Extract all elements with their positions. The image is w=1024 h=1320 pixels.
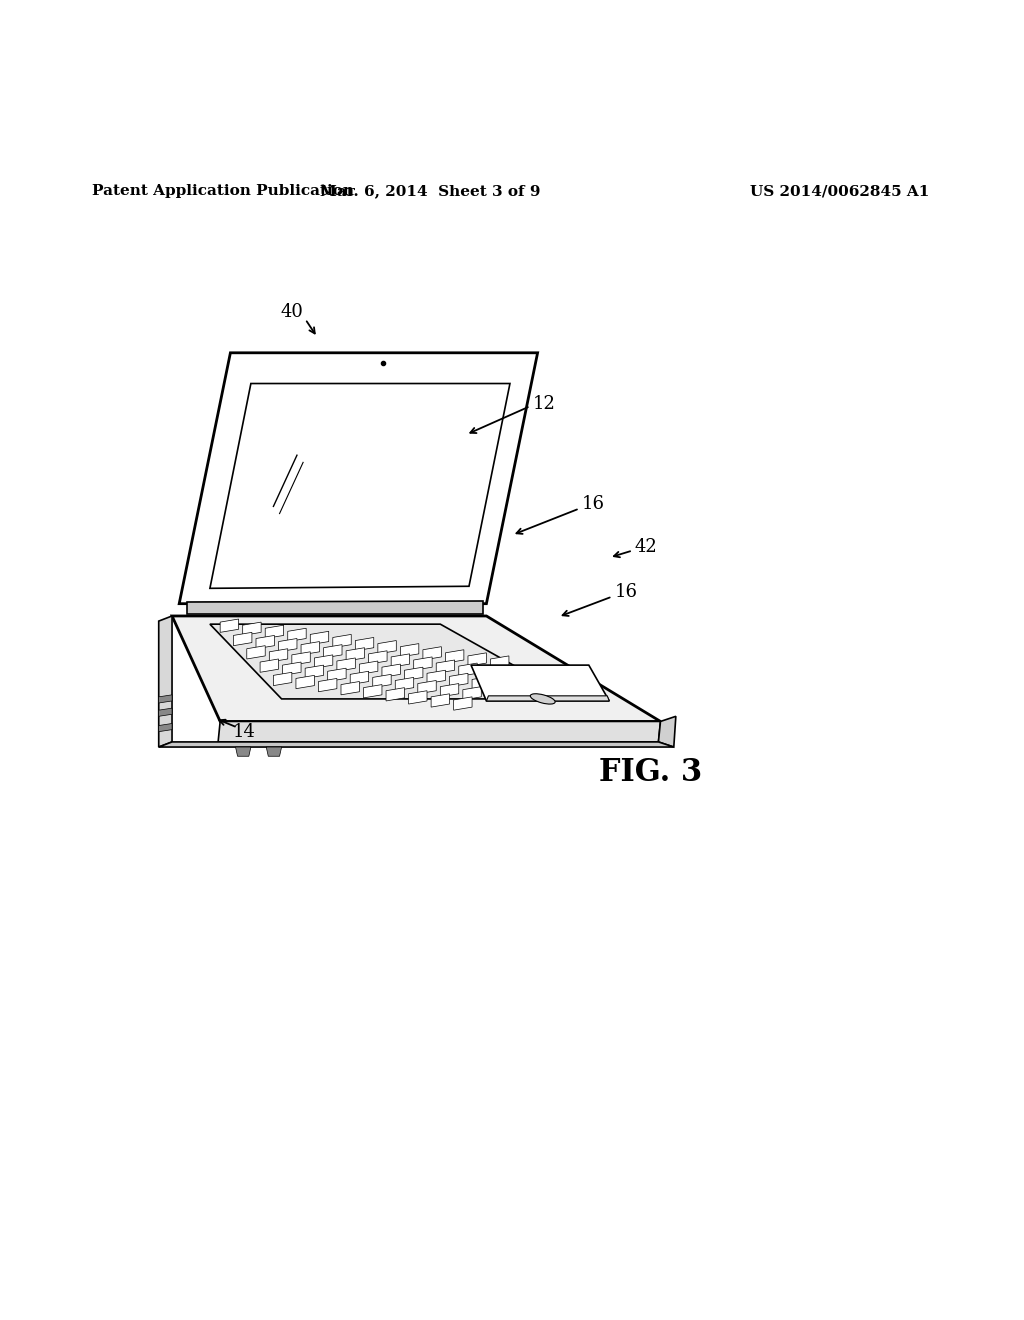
Text: Mar. 6, 2014  Sheet 3 of 9: Mar. 6, 2014 Sheet 3 of 9 — [319, 183, 541, 198]
Polygon shape — [159, 742, 674, 747]
Polygon shape — [296, 676, 314, 689]
Polygon shape — [305, 665, 324, 678]
Polygon shape — [292, 652, 310, 665]
Polygon shape — [159, 708, 172, 717]
Polygon shape — [486, 696, 609, 701]
Polygon shape — [260, 659, 279, 672]
Polygon shape — [454, 697, 472, 710]
Polygon shape — [346, 648, 365, 661]
Polygon shape — [314, 655, 333, 668]
Polygon shape — [359, 661, 378, 675]
Polygon shape — [400, 644, 419, 657]
Polygon shape — [450, 673, 468, 686]
Polygon shape — [159, 694, 172, 704]
Polygon shape — [288, 628, 306, 642]
Polygon shape — [220, 619, 239, 632]
Polygon shape — [472, 676, 490, 689]
Polygon shape — [369, 651, 387, 664]
Polygon shape — [364, 685, 382, 698]
Polygon shape — [266, 747, 282, 756]
Polygon shape — [386, 688, 404, 701]
Polygon shape — [279, 639, 297, 652]
Polygon shape — [404, 667, 423, 681]
Polygon shape — [187, 601, 483, 614]
Text: 16: 16 — [582, 495, 604, 513]
Text: 40: 40 — [281, 302, 303, 321]
Polygon shape — [355, 638, 374, 651]
Polygon shape — [324, 644, 342, 657]
Polygon shape — [233, 632, 252, 645]
Text: FIG. 3: FIG. 3 — [599, 758, 701, 788]
Polygon shape — [409, 690, 427, 704]
Polygon shape — [301, 642, 319, 655]
Polygon shape — [395, 677, 414, 690]
Polygon shape — [269, 648, 288, 663]
Polygon shape — [440, 684, 459, 697]
Text: 12: 12 — [532, 395, 555, 413]
Polygon shape — [471, 665, 609, 701]
Polygon shape — [159, 723, 172, 731]
Polygon shape — [445, 649, 464, 663]
Polygon shape — [658, 717, 676, 747]
Polygon shape — [427, 671, 445, 684]
Polygon shape — [328, 668, 346, 681]
Polygon shape — [218, 722, 660, 742]
Polygon shape — [350, 672, 369, 685]
Polygon shape — [273, 672, 292, 685]
Text: US 2014/0062845 A1: US 2014/0062845 A1 — [750, 183, 930, 198]
Polygon shape — [459, 663, 477, 676]
Polygon shape — [418, 681, 436, 694]
Polygon shape — [481, 667, 500, 680]
Polygon shape — [283, 663, 301, 676]
Text: 14: 14 — [232, 722, 255, 741]
Polygon shape — [265, 626, 284, 639]
Polygon shape — [243, 622, 261, 635]
Polygon shape — [310, 631, 329, 644]
Polygon shape — [333, 635, 351, 648]
Polygon shape — [382, 664, 400, 677]
Polygon shape — [159, 616, 172, 747]
Polygon shape — [247, 645, 265, 659]
Polygon shape — [210, 384, 510, 589]
Polygon shape — [318, 678, 337, 692]
Polygon shape — [431, 694, 450, 708]
Polygon shape — [373, 675, 391, 688]
Polygon shape — [414, 657, 432, 671]
Polygon shape — [378, 640, 396, 653]
Text: Patent Application Publication: Patent Application Publication — [92, 183, 354, 198]
Polygon shape — [341, 681, 359, 694]
Polygon shape — [423, 647, 441, 660]
Polygon shape — [490, 656, 509, 669]
Polygon shape — [463, 686, 481, 700]
Text: 16: 16 — [614, 583, 637, 602]
Ellipse shape — [530, 694, 555, 704]
Polygon shape — [172, 616, 660, 722]
Polygon shape — [391, 653, 410, 667]
Polygon shape — [236, 747, 251, 756]
Polygon shape — [337, 657, 355, 672]
Polygon shape — [210, 624, 573, 698]
Polygon shape — [256, 635, 274, 648]
Text: 42: 42 — [635, 539, 657, 556]
Polygon shape — [436, 660, 455, 673]
Polygon shape — [468, 653, 486, 667]
